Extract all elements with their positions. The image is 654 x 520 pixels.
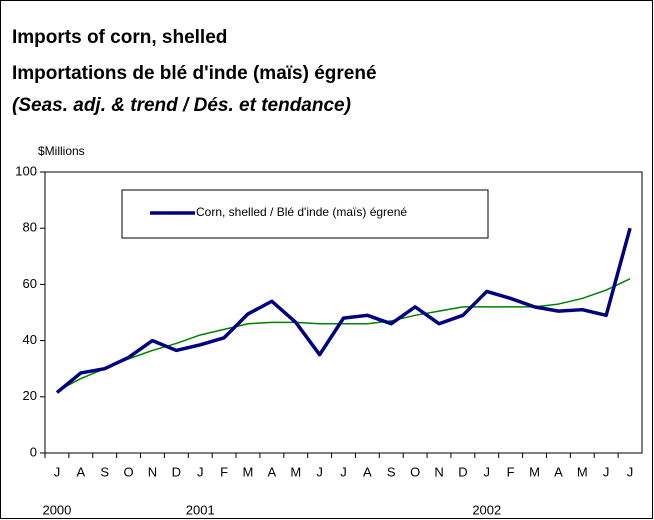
plot-area (44, 171, 643, 454)
x-tick-label: F (507, 464, 515, 479)
x-tick-label: A (268, 464, 277, 479)
x-tick-label: D (458, 464, 467, 479)
x-tick-label: M (529, 464, 540, 479)
y-tick-label: 60 (23, 276, 37, 291)
x-tick-label: N (148, 464, 157, 479)
x-group-label: 2002 (472, 502, 501, 517)
x-tick-label: A (76, 464, 85, 479)
x-tick-label: J (54, 464, 61, 479)
y-axis-label: $Millions (38, 144, 85, 158)
x-tick-label: A (363, 464, 372, 479)
legend-box (121, 189, 489, 239)
series-line (56, 278, 631, 392)
chart-subtitle: Importations de blé d'inde (maïs) égrené (12, 63, 377, 84)
x-tick-label: S (387, 464, 396, 479)
x-tick-label: M (290, 464, 301, 479)
x-tick-label: M (243, 464, 254, 479)
y-tick-label: 0 (30, 444, 37, 459)
x-tick-label: J (603, 464, 610, 479)
x-tick-label: J (484, 464, 491, 479)
x-tick-label: O (124, 464, 134, 479)
y-tick-label: 80 (23, 220, 37, 235)
series-line (55, 227, 632, 394)
x-group-label: 2001 (186, 502, 215, 517)
x-group-label: 2000 (42, 502, 71, 517)
x-tick-label: M (577, 464, 588, 479)
x-tick-label: J (197, 464, 204, 479)
x-tick-label: N (434, 464, 443, 479)
x-tick-label: F (220, 464, 228, 479)
x-tick-label: J (340, 464, 347, 479)
x-tick-label: A (554, 464, 563, 479)
y-tick-label: 20 (23, 388, 37, 403)
y-tick-label: 40 (23, 332, 37, 347)
x-tick-label: O (410, 464, 420, 479)
x-tick-label: D (172, 464, 181, 479)
chart-note: (Seas. adj. & trend / Dés. et tendance) (12, 95, 351, 116)
x-tick-label: J (627, 464, 634, 479)
legend-label: Corn, shelled / Blé d'inde (maïs) égrené (196, 205, 407, 219)
y-tick-label: 100 (15, 163, 37, 178)
x-tick-label: J (316, 464, 323, 479)
x-tick-label: S (100, 464, 109, 479)
chart-title: Imports of corn, shelled (12, 27, 227, 48)
